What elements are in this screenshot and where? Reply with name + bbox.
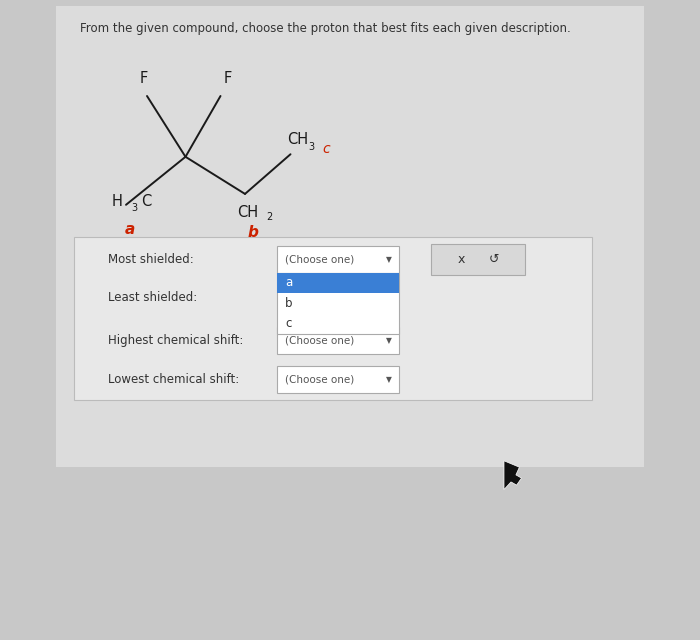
Text: x: x	[458, 253, 466, 266]
Text: 3: 3	[308, 142, 314, 152]
Bar	[276, 273, 399, 293]
Text: (Choose one): (Choose one)	[285, 335, 354, 346]
Text: Most shielded:: Most shielded:	[108, 253, 195, 266]
Text: (Choose one): (Choose one)	[285, 254, 354, 264]
Bar	[276, 273, 399, 334]
Bar	[276, 366, 399, 393]
Bar	[430, 244, 525, 275]
Text: H: H	[111, 194, 122, 209]
Text: CH: CH	[287, 132, 308, 147]
Text: b: b	[285, 297, 293, 310]
Bar	[276, 327, 399, 354]
Bar	[276, 246, 399, 273]
Text: Lowest chemical shift:: Lowest chemical shift:	[108, 373, 239, 386]
Text: Highest chemical shift:: Highest chemical shift:	[108, 334, 244, 347]
Text: F: F	[223, 72, 232, 86]
Text: 3: 3	[132, 203, 138, 213]
Text: c: c	[322, 142, 330, 156]
Text: c: c	[285, 317, 291, 330]
Text: b: b	[248, 225, 259, 240]
Text: F: F	[139, 72, 148, 86]
Text: C: C	[141, 194, 152, 209]
Bar	[56, 6, 644, 467]
Text: From the given compound, choose the proton that best fits each given description: From the given compound, choose the prot…	[80, 22, 571, 35]
Text: ▼: ▼	[386, 255, 392, 264]
Text: a: a	[125, 221, 134, 237]
Text: Least shielded:: Least shielded:	[108, 291, 197, 304]
Text: ↺: ↺	[489, 253, 499, 266]
Text: ▼: ▼	[386, 336, 392, 345]
Polygon shape	[504, 461, 522, 490]
Text: ▼: ▼	[386, 375, 392, 384]
Text: a: a	[285, 276, 292, 289]
Text: 2: 2	[266, 212, 272, 222]
Bar	[74, 237, 592, 400]
Text: (Choose one): (Choose one)	[285, 374, 354, 385]
Text: CH: CH	[237, 205, 258, 220]
